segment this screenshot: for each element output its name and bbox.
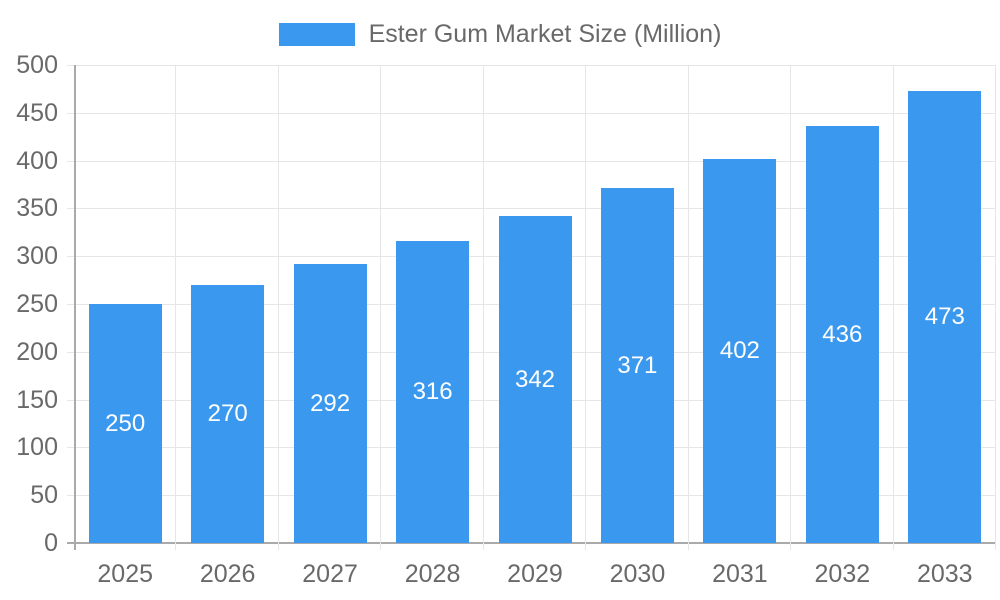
h-gridline xyxy=(67,208,996,210)
bar-value-label: 371 xyxy=(617,351,658,379)
bar-value-label: 402 xyxy=(719,337,760,364)
y-axis-line xyxy=(74,65,76,550)
x-tick-label: 2032 xyxy=(814,560,871,588)
x-tick-label: 2029 xyxy=(507,560,563,588)
y-axis-labels: 0 50 100 150 200 250 300 350 400 450 500 xyxy=(0,51,58,557)
y-tick-label: 250 xyxy=(16,290,58,318)
bar[interactable]: 402 xyxy=(703,159,777,543)
v-gridline xyxy=(277,65,279,550)
legend-swatch xyxy=(278,22,355,46)
bar[interactable]: 342 xyxy=(498,216,572,543)
y-tick-label: 400 xyxy=(16,146,58,175)
y-tick-label: 300 xyxy=(16,242,58,271)
v-gridline xyxy=(687,65,689,550)
v-gridline xyxy=(380,65,382,550)
bar[interactable]: 371 xyxy=(600,188,674,543)
h-gridline xyxy=(67,112,996,114)
y-tick-label: 150 xyxy=(16,385,58,414)
bar-value-label: 250 xyxy=(105,409,146,437)
h-gridline xyxy=(67,160,996,162)
v-gridline xyxy=(790,65,792,550)
x-axis-line xyxy=(67,542,996,544)
v-gridline xyxy=(482,65,484,550)
bar[interactable]: 270 xyxy=(191,285,265,543)
y-tick-label: 0 xyxy=(44,529,58,557)
x-tick-label: 2031 xyxy=(712,560,768,588)
v-gridline xyxy=(995,65,996,550)
x-tick-label: 2027 xyxy=(302,560,358,588)
plot-area: 250 270 292 316 342 371 402 436 473 xyxy=(67,65,996,550)
bar-value-label: 436 xyxy=(822,320,863,348)
y-tick-label: 500 xyxy=(16,51,58,79)
legend[interactable]: Ester Gum Market Size (Million) xyxy=(0,20,1000,48)
bar-value-label: 342 xyxy=(514,365,556,393)
y-tick-label: 100 xyxy=(16,433,58,462)
x-tick-label: 2025 xyxy=(97,560,154,588)
v-gridline xyxy=(892,65,894,550)
bar-value-label: 270 xyxy=(207,400,248,427)
v-gridline xyxy=(585,65,587,550)
x-tick-label: 2026 xyxy=(199,560,256,588)
y-tick-label: 450 xyxy=(16,98,58,127)
bar[interactable]: 250 xyxy=(88,304,162,543)
y-tick-label: 350 xyxy=(16,194,58,223)
bar[interactable]: 436 xyxy=(805,126,879,543)
x-tick-label: 2033 xyxy=(916,560,973,588)
bar[interactable]: 292 xyxy=(293,264,367,543)
bar[interactable]: 316 xyxy=(396,241,470,543)
bar-value-label: 316 xyxy=(412,378,453,405)
bar[interactable]: 473 xyxy=(908,91,982,543)
v-gridline xyxy=(175,65,177,550)
bar-value-label: 473 xyxy=(924,303,965,330)
h-gridline xyxy=(67,65,996,66)
y-tick-label: 200 xyxy=(16,337,58,366)
x-axis-labels: 2025 2026 2027 2028 2029 2030 2031 2032 2033 xyxy=(74,543,996,593)
legend-label: Ester Gum Market Size (Million) xyxy=(368,20,722,48)
bar-value-label: 292 xyxy=(310,389,351,417)
x-tick-label: 2028 xyxy=(404,560,461,588)
x-tick-label: 2030 xyxy=(609,560,666,588)
y-tick-label: 50 xyxy=(30,481,58,510)
